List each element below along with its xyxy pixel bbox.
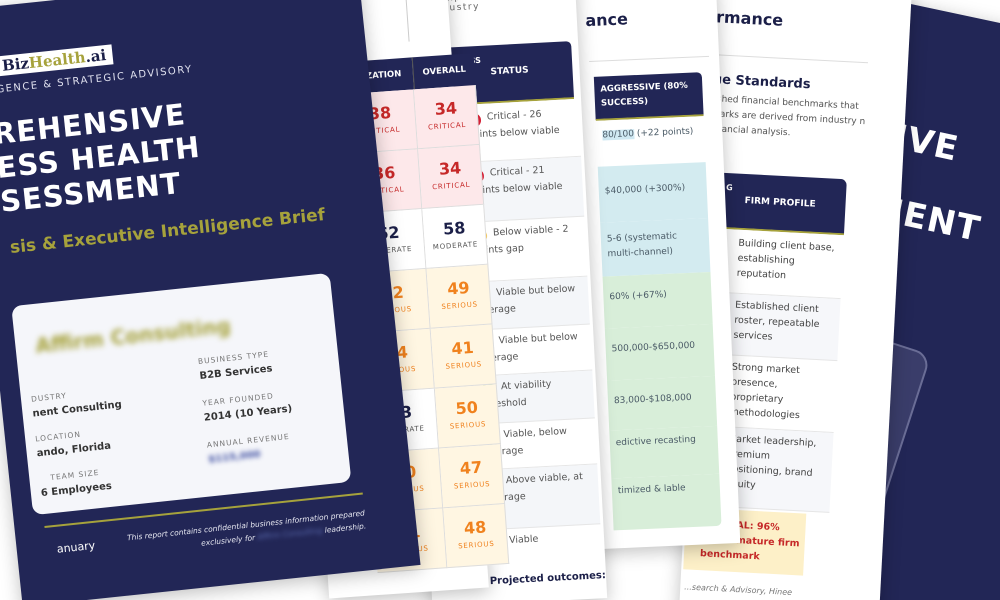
section-heading: ance	[584, 9, 629, 31]
firm-profile-cell: Building client base, establishing reput…	[736, 237, 835, 282]
score-cell: 34 CRITICAL	[413, 85, 480, 150]
cover-page-front: BizHealth.ai GENCE & STRATEGIC ADVISORY …	[0, 0, 421, 600]
divider	[403, 0, 410, 42]
score-cell: 58 MODERATE	[422, 204, 489, 269]
industry-field: DUSTRY nent Consulting	[30, 390, 123, 420]
projected-outcomes-heading: g Projected outcomes:	[478, 570, 607, 588]
team-size-field: TEAM SIZE 6 Employees	[40, 467, 113, 500]
report-title: REHENSIVE ESS HEALTH SESSMENT	[0, 97, 203, 219]
status-text: Critical - 26 points below viable	[467, 108, 560, 141]
score-cell: 41 SERIOUS	[430, 324, 497, 389]
scenario-cell: edictive recasting	[609, 425, 720, 479]
score-cell: 49 SERIOUS	[426, 264, 493, 329]
scenario-cell: timized & lable	[611, 473, 722, 531]
score-delta: (+22 points)	[633, 126, 694, 140]
status-text: Below viable - 2 points gap	[473, 223, 569, 257]
firm-profile-cell: Market leadership, premium positioning, …	[725, 433, 817, 491]
column-header-overall: OVERALL	[411, 53, 476, 90]
scenario-cell: 500,000-$650,000	[604, 323, 715, 381]
status-text: Viable	[508, 533, 539, 547]
section-heading: rmance	[715, 7, 784, 30]
annual-revenue-field: ANNUAL REVENUE $115,000	[206, 431, 291, 466]
divider	[589, 55, 710, 63]
firm-profile-cell: Established client roster, repeatable se…	[733, 299, 820, 343]
divider	[708, 53, 869, 64]
scenario-cell: 5-6 (systematic multi-channel)	[600, 218, 711, 277]
highlighted-score: 80/100	[602, 129, 635, 141]
page-footer: ...search & Advisory, Hinee	[684, 582, 793, 598]
column-header-status: STATUS	[490, 65, 529, 78]
firm-profile-cell: Strong market presence, proprietary meth…	[729, 361, 801, 422]
brand-logo: BizHealth.ai	[0, 44, 114, 77]
column-header-firm-profile: FIRM PROFILE	[744, 196, 816, 210]
business-type-field: BUSINESS TYPE B2B Services	[197, 349, 274, 382]
company-info-card: Affirm Consulting DUSTRY nent Consulting …	[11, 272, 352, 516]
score-cell: 47 SERIOUS	[439, 444, 506, 509]
year-founded-field: YEAR FOUNDED 2014 (10 Years)	[201, 391, 293, 424]
scenario-cell: 60% (+67%)	[602, 271, 713, 329]
scenario-cell: 80/100 (+22 points)	[595, 118, 706, 167]
score-cell: 48 SERIOUS	[443, 503, 510, 569]
section-description: lished financial benchmarks that marks a…	[710, 94, 866, 139]
report-month: anuary	[56, 538, 96, 556]
company-name-redacted: Affirm Consulting	[34, 313, 232, 358]
column-header-label: AGGRESSIVE (80% SUCCESS)	[600, 80, 688, 109]
location-field: LOCATION ando, Florida	[34, 429, 112, 460]
scenario-cell: $40,000 (+300%)	[597, 162, 709, 223]
subsection-heading: ue Standards	[712, 72, 811, 93]
score-cell: 34 CRITICAL	[418, 144, 485, 210]
intro-text: compared against industry	[430, 0, 536, 15]
column-header-aggressive: AGGRESSIVE (80% SUCCESS)	[593, 72, 704, 121]
scenario-cell: 83,000-$108,000	[607, 375, 718, 431]
status-text: Critical - 21 points below viable	[470, 164, 563, 197]
